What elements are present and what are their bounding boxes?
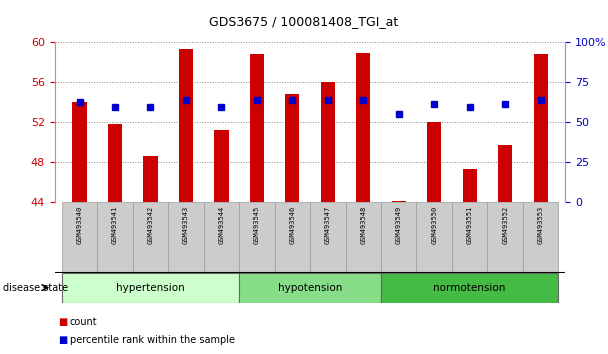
Bar: [356, 53, 370, 202]
Text: GSM493552: GSM493552: [502, 205, 508, 244]
Bar: [381, 273, 558, 303]
Bar: [179, 50, 193, 202]
Bar: [310, 202, 345, 273]
Text: GSM493542: GSM493542: [148, 205, 153, 244]
Text: GSM493544: GSM493544: [218, 205, 224, 244]
Text: GSM493541: GSM493541: [112, 205, 118, 244]
Bar: [143, 156, 157, 202]
Bar: [239, 202, 275, 273]
Text: ■: ■: [58, 317, 67, 327]
Bar: [97, 202, 133, 273]
Bar: [463, 169, 477, 202]
Text: GSM493545: GSM493545: [254, 205, 260, 244]
Text: GSM493549: GSM493549: [396, 205, 402, 244]
Bar: [133, 202, 168, 273]
Bar: [427, 122, 441, 202]
Bar: [239, 273, 381, 303]
Bar: [523, 202, 558, 273]
Text: GSM493553: GSM493553: [537, 205, 544, 244]
Bar: [168, 202, 204, 273]
Text: GSM493546: GSM493546: [289, 205, 295, 244]
Text: GSM493550: GSM493550: [431, 205, 437, 244]
Text: GSM493540: GSM493540: [77, 205, 83, 244]
Bar: [321, 82, 335, 202]
Text: ■: ■: [58, 335, 67, 345]
Bar: [498, 145, 512, 202]
Bar: [204, 202, 239, 273]
Bar: [534, 55, 548, 202]
Bar: [275, 202, 310, 273]
Text: GSM493543: GSM493543: [183, 205, 189, 244]
Bar: [250, 55, 264, 202]
Text: GSM493547: GSM493547: [325, 205, 331, 244]
Bar: [285, 94, 299, 202]
Bar: [345, 202, 381, 273]
Bar: [108, 124, 122, 202]
Bar: [392, 201, 406, 202]
Bar: [452, 202, 488, 273]
Bar: [62, 273, 239, 303]
Text: GSM493551: GSM493551: [467, 205, 472, 244]
Text: hypertension: hypertension: [116, 282, 185, 293]
Bar: [72, 102, 86, 202]
Text: GDS3675 / 100081408_TGI_at: GDS3675 / 100081408_TGI_at: [209, 15, 399, 28]
Text: disease state: disease state: [3, 282, 68, 293]
Bar: [488, 202, 523, 273]
Text: GSM493548: GSM493548: [361, 205, 366, 244]
Bar: [381, 202, 416, 273]
Bar: [214, 130, 229, 202]
Bar: [62, 202, 97, 273]
Text: normotension: normotension: [434, 282, 506, 293]
Text: percentile rank within the sample: percentile rank within the sample: [70, 335, 235, 345]
Text: count: count: [70, 317, 97, 327]
Text: hypotension: hypotension: [278, 282, 342, 293]
Bar: [416, 202, 452, 273]
